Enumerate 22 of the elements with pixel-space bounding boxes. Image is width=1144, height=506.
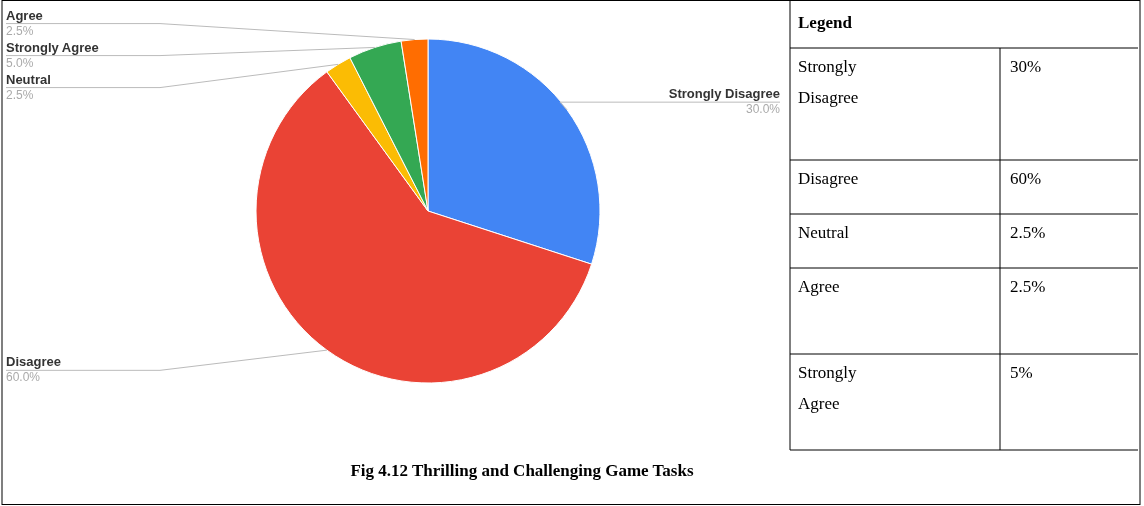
slice-label: Agree: [6, 7, 43, 23]
data-label: 2.5%: [6, 87, 34, 102]
slice-label: Disagree: [6, 354, 61, 370]
text: 60%: [1010, 169, 1042, 188]
text: Agree: [798, 277, 840, 296]
text: Legend: [798, 13, 853, 32]
text: 2.5%: [1010, 277, 1046, 296]
data-label: 2.5%: [6, 23, 34, 38]
slice-label: Neutral: [6, 71, 51, 87]
text: Neutral: [798, 223, 850, 242]
data-label: 60.0%: [6, 370, 41, 385]
text: 30%: [1010, 57, 1042, 76]
text: Strongly Agree: [798, 363, 858, 413]
text: 2.5%: [1010, 223, 1046, 242]
slice-label: Strongly Disagree: [668, 86, 780, 102]
data-label: 30.0%: [745, 102, 781, 117]
text: Disagree: [798, 169, 859, 188]
text: Strongly Disagree: [798, 57, 859, 107]
data-label: 5.0%: [6, 55, 34, 70]
text: Fig 4.12 Thrilling and Challenging Game Tasks: [350, 461, 694, 480]
slice-label: Strongly Agree: [6, 39, 99, 55]
text: 5%: [1010, 363, 1033, 382]
